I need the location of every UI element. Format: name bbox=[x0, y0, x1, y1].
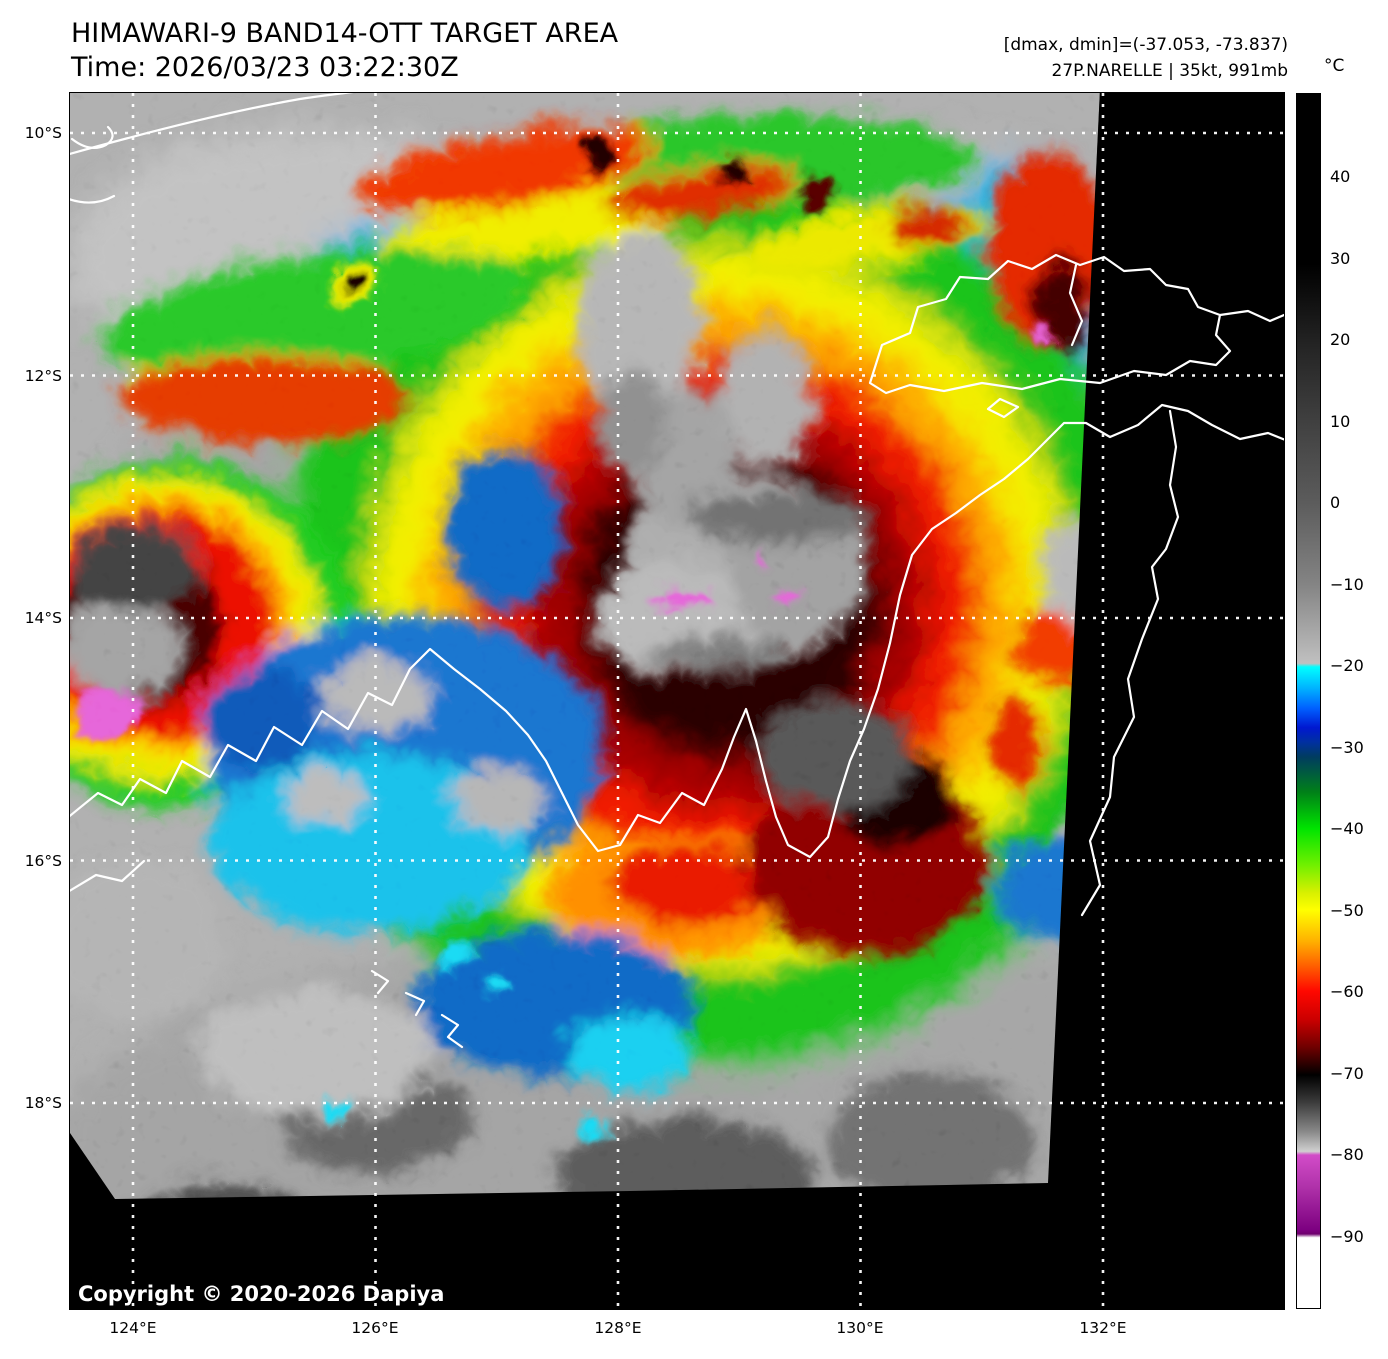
coastline-tiwi-islands bbox=[868, 253, 1284, 419]
colorbar-tick: 10 bbox=[1330, 412, 1351, 431]
coastline-top-end bbox=[1080, 409, 1180, 917]
satellite-ir-image: Copyright © 2020-2026 Dapiya bbox=[70, 93, 1284, 1309]
colorbar-tick: −80 bbox=[1330, 1145, 1364, 1164]
storm-name-intensity-label: 27P.NARELLE | 35kt, 991mb bbox=[1051, 61, 1288, 81]
coastline-timor bbox=[70, 93, 354, 156]
colorbar-tick: 0 bbox=[1330, 493, 1341, 512]
timestamp-label: Time: 2026/03/23 03:22:30Z bbox=[71, 52, 459, 83]
colorbar-tick: 20 bbox=[1330, 330, 1351, 349]
colorbar-tick: −40 bbox=[1330, 819, 1364, 838]
colorbar-tick: −10 bbox=[1330, 575, 1364, 594]
lat-tick-label: 10°S bbox=[24, 124, 62, 142]
colorbar-tick: 40 bbox=[1330, 167, 1351, 186]
coastline-buccaneer-islands bbox=[370, 969, 464, 1049]
lon-tick-label: 132°E bbox=[1079, 1319, 1127, 1337]
colorbar-unit-label: °C bbox=[1324, 56, 1345, 76]
lon-tick-label: 128°E bbox=[594, 1319, 642, 1337]
data-swath bbox=[70, 93, 1100, 1199]
copyright-label: Copyright © 2020-2026 Dapiya bbox=[78, 1282, 444, 1306]
lat-tick-label: 14°S bbox=[24, 609, 62, 627]
colorbar-tick: 30 bbox=[1330, 249, 1351, 268]
lat-tick-label: 16°S bbox=[24, 852, 62, 870]
temperature-colorbar bbox=[1296, 93, 1321, 1309]
colorbar-tick: −60 bbox=[1330, 982, 1364, 1001]
colorbar-tick: −70 bbox=[1330, 1064, 1364, 1083]
lat-tick-label: 18°S bbox=[24, 1094, 62, 1112]
dmax-dmin-label: [dmax, dmin]=(-37.053, -73.837) bbox=[1003, 35, 1288, 55]
coastline-timor-hook bbox=[70, 125, 116, 204]
graticule-gridlines bbox=[70, 93, 1284, 1309]
coastline-overlay bbox=[70, 93, 1284, 1049]
colorbar-tick: −50 bbox=[1330, 901, 1364, 920]
colorbar-tick: −90 bbox=[1330, 1227, 1364, 1246]
storm-info-block: [dmax, dmin]=(-37.053, -73.837) 27P.NARE… bbox=[1004, 32, 1288, 84]
satellite-map-panel: Copyright © 2020-2026 Dapiya bbox=[69, 92, 1285, 1310]
coastline-kimberley bbox=[70, 403, 1284, 892]
lat-tick-label: 12°S bbox=[24, 367, 62, 385]
page-title: HIMAWARI-9 BAND14-OTT TARGET AREA bbox=[71, 18, 619, 49]
colorbar-tick: −20 bbox=[1330, 656, 1364, 675]
lon-tick-label: 126°E bbox=[351, 1319, 399, 1337]
lon-tick-label: 130°E bbox=[836, 1319, 884, 1337]
colorbar-tick: −30 bbox=[1330, 738, 1364, 757]
lon-tick-label: 124°E bbox=[109, 1319, 157, 1337]
